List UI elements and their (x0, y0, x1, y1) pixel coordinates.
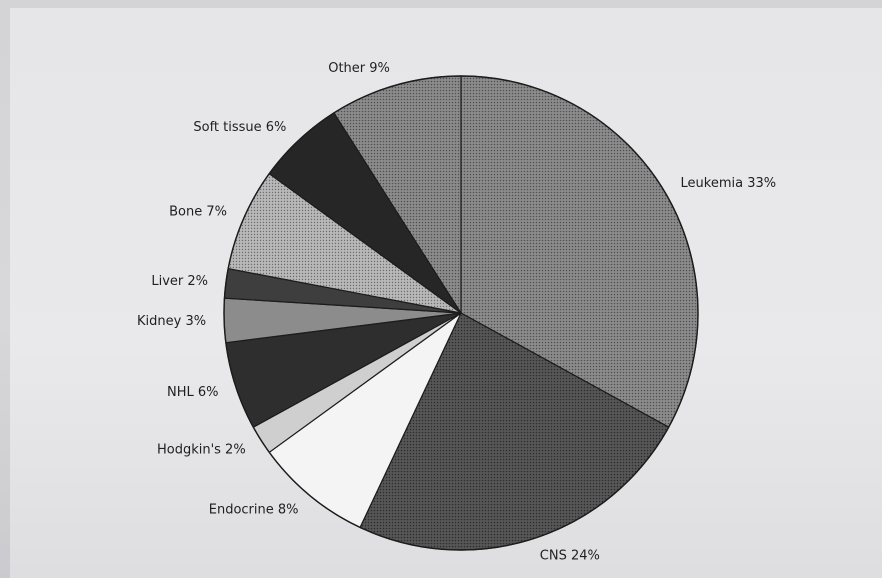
slice-label-leukemia-33: Leukemia 33% (681, 176, 777, 191)
slice-label-soft-tissue-6: Soft tissue 6% (193, 120, 286, 135)
slice-label-other-9: Other 9% (328, 61, 390, 76)
slice-label-kidney-3: Kidney 3% (137, 314, 206, 329)
slice-label-endocrine-8: Endocrine 8% (209, 503, 299, 518)
pie-chart: Leukemia 33% CNS 24% Endocrine 8% Hodgkin's… (137, 61, 776, 563)
slice-label-hodgkins-2: Hodgkin's 2% (157, 443, 246, 458)
printed-figure-page: Leukemia 33% CNS 24% Endocrine 8% Hodgkin's… (10, 8, 882, 578)
slice-label-cns-24: CNS 24% (540, 549, 600, 564)
pie-outline (223, 75, 699, 551)
slice-label-liver-2: Liver 2% (151, 274, 208, 289)
pie-labels: Leukemia 33% CNS 24% Endocrine 8% Hodgkin's… (137, 61, 776, 563)
pie-slices (223, 75, 699, 551)
slice-label-bone-7: Bone 7% (169, 205, 227, 220)
slice-label-nhl-6: NHL 6% (167, 385, 219, 400)
